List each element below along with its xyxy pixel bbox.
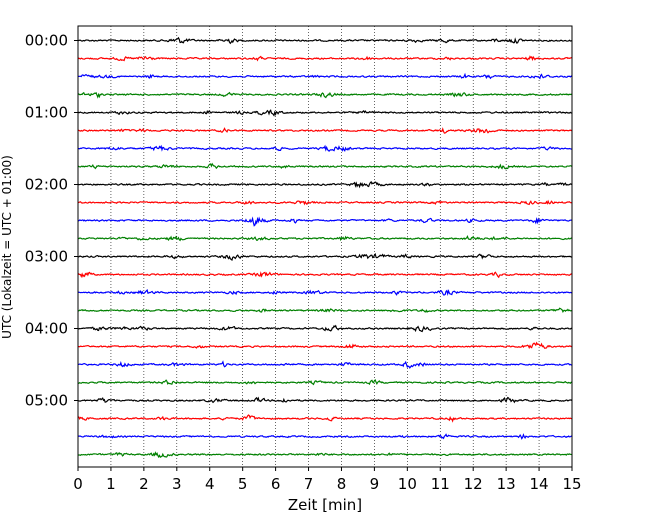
x-tick-label: 5	[238, 475, 248, 493]
y-tick-label: 04:00	[25, 320, 68, 338]
y-tick-label: 05:00	[25, 392, 68, 410]
x-tick-label: 4	[205, 475, 215, 493]
x-tick-label: 1	[106, 475, 116, 493]
x-tick-label: 2	[139, 475, 149, 493]
trace-line	[77, 180, 573, 189]
x-axis-ticks: 0 1 2 3 4 5 6 7 8 9 10 11 12 13 14 15	[73, 467, 582, 493]
trace-line	[77, 433, 573, 440]
trace-line	[77, 414, 573, 423]
x-tick-label: 8	[337, 475, 347, 493]
trace-line	[77, 341, 573, 350]
trace-line	[77, 72, 573, 80]
trace-line	[77, 162, 573, 170]
x-tick-label: 6	[271, 475, 281, 493]
trace-line	[77, 378, 573, 386]
trace-line	[77, 144, 573, 152]
x-tick-label: 12	[464, 475, 483, 493]
x-axis-label: Zeit [min]	[288, 496, 362, 514]
x-tick-label: 10	[398, 475, 417, 493]
trace-line	[77, 288, 573, 296]
x-tick-label: 11	[431, 475, 450, 493]
x-tick-label: 7	[304, 475, 314, 493]
y-tick-label: 03:00	[25, 248, 68, 266]
trace-group	[77, 36, 573, 459]
x-tick-label: 0	[73, 475, 83, 493]
trace-line	[77, 109, 573, 117]
trace-line	[77, 324, 573, 333]
y-axis-ticks: 00:00 01:00 02:00 03:00 04:00 05:00	[25, 32, 78, 410]
trace-line	[77, 360, 573, 369]
trace-line	[77, 307, 573, 314]
trace-line	[77, 451, 573, 459]
y-tick-label: 02:00	[25, 176, 68, 194]
trace-line	[77, 55, 573, 62]
trace-line	[77, 36, 573, 45]
trace-line	[77, 127, 573, 134]
y-tick-label: 00:00	[25, 32, 68, 50]
trace-line	[77, 271, 573, 279]
x-tick-label: 9	[370, 475, 380, 493]
x-tick-label: 13	[497, 475, 516, 493]
trace-line	[77, 252, 573, 262]
trace-line	[77, 396, 573, 404]
trace-line	[77, 216, 573, 227]
y-tick-label: 01:00	[25, 104, 68, 122]
trace-line	[77, 91, 573, 99]
trace-line	[77, 235, 573, 242]
trace-line	[77, 199, 573, 206]
x-tick-label: 3	[172, 475, 182, 493]
plot-frame	[77, 25, 573, 468]
y-axis-label: UTC (Lokalzeit = UTC + 01:00)	[0, 155, 14, 339]
x-tick-label: 14	[530, 475, 549, 493]
x-tick-label: 15	[562, 475, 581, 493]
